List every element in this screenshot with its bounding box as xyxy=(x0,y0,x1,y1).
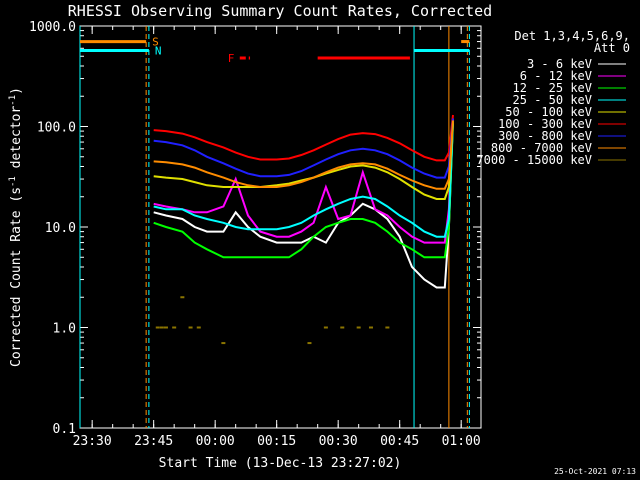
x-axis-label: Start Time (13-Dec-13 23:27:02) xyxy=(159,456,402,471)
legend-header-detectors: Det 1,3,4,5,6,9, xyxy=(514,29,630,43)
x-tick-label: 23:45 xyxy=(134,434,173,449)
y-tick-label: 1.0 xyxy=(53,322,76,337)
x-tick-label: 23:30 xyxy=(73,434,112,449)
legend-entry-label: 50 - 100 keV xyxy=(505,105,592,119)
x-tick-label: 01:00 xyxy=(442,434,481,449)
y-axis-label: Corrected Count Rate (s-1 detector-1) xyxy=(8,87,24,367)
chart-title: RHESSI Observing Summary Count Rates, Co… xyxy=(68,2,492,20)
flag-label: S xyxy=(152,36,159,49)
x-tick-label: 00:15 xyxy=(257,434,296,449)
y-tick-label: 1000.0 xyxy=(29,20,76,35)
x-tick-label: 00:45 xyxy=(380,434,419,449)
vertical-markers xyxy=(79,26,470,428)
legend-entry-label: 3 - 6 keV xyxy=(527,57,592,71)
series-line xyxy=(153,114,454,162)
series-line xyxy=(153,118,454,244)
series-line xyxy=(153,118,454,179)
legend-entry-label: 6 - 12 keV xyxy=(520,69,592,83)
x-tick-label: 00:00 xyxy=(196,434,235,449)
y-tick-labels: 0.1 1.0 10.0 100.0 1000.0 xyxy=(29,20,76,437)
legend-entry-label: 100 - 300 keV xyxy=(498,117,592,131)
series-line xyxy=(153,120,454,238)
legend-header-attenuator: Att 0 xyxy=(594,41,630,55)
x-tick-labels: 23:30 23:45 00:00 00:15 00:30 00:45 01:00 xyxy=(73,434,481,449)
legend-entry-label: 7000 - 15000 keV xyxy=(476,153,592,167)
legend-entry-label: 25 - 50 keV xyxy=(513,93,592,107)
y-tick-label: 0.1 xyxy=(53,422,76,437)
series-line xyxy=(153,120,454,190)
plot-frame xyxy=(79,25,482,429)
flag-label: N xyxy=(155,45,162,58)
legend-entry-label: 300 - 800 keV xyxy=(498,129,592,143)
timestamp: 25-Oct-2021 07:13 xyxy=(554,467,636,476)
x-grid-ticks xyxy=(91,26,462,428)
series-lines xyxy=(153,114,454,345)
series-line xyxy=(153,122,454,259)
y-grid-ticks xyxy=(80,25,481,429)
series-line xyxy=(153,120,454,200)
flag-label: F xyxy=(228,52,235,65)
y-tick-label: 100.0 xyxy=(37,121,76,136)
legend-entry-label: 800 - 7000 keV xyxy=(491,141,592,155)
series-line xyxy=(153,118,454,289)
x-tick-label: 00:30 xyxy=(319,434,358,449)
y-tick-label: 10.0 xyxy=(45,221,76,236)
legend-entry-label: 12 - 25 keV xyxy=(513,81,592,95)
flag-bars: SN F xyxy=(80,36,470,65)
